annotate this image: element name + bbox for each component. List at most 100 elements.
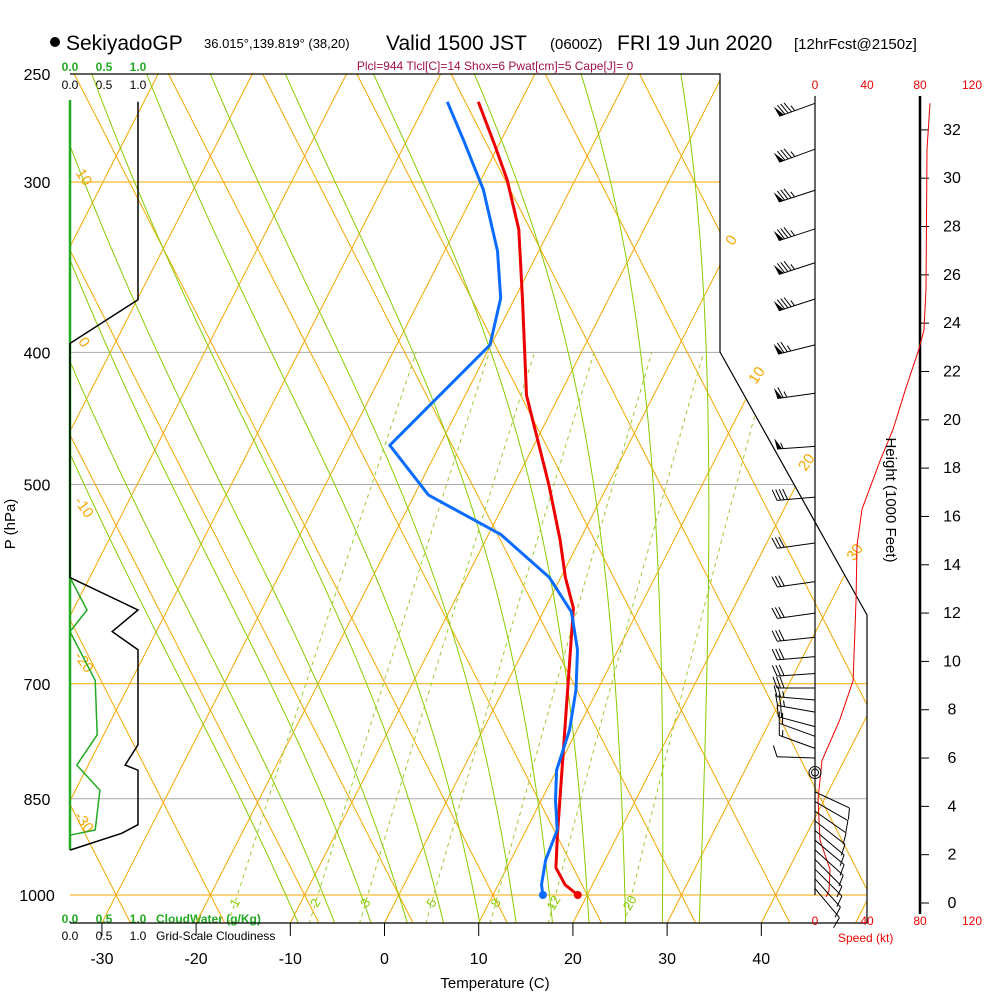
wind-barb	[771, 575, 816, 588]
temperature-tick-label: -30	[90, 951, 113, 968]
moist-adiabat-line	[146, 74, 481, 923]
moist-adiabat-line	[70, 74, 336, 923]
wind-barb	[771, 536, 816, 549]
pressure-tick-label: 250	[24, 67, 51, 84]
wind-barb-feather	[776, 263, 785, 273]
wind-barb-feather	[778, 664, 785, 676]
wind-barb-feather	[776, 190, 785, 201]
speed-tick-label: 80	[913, 914, 927, 928]
wind-barb	[771, 488, 816, 501]
wind-barb-half-feather	[783, 700, 785, 707]
mixing-ratio-line	[425, 352, 595, 923]
dry-adiabat-line	[70, 74, 320, 923]
calm-wind-icon	[811, 768, 819, 777]
temperature-tick-label: 10	[470, 951, 488, 968]
dry-adiabat-line	[639, 74, 867, 923]
speed-tick-label: 120	[962, 914, 982, 928]
wind-barb	[771, 664, 816, 677]
cw-tick: 0.0	[62, 60, 79, 74]
wind-barb-staff	[778, 298, 816, 312]
wind-barb-feather	[782, 488, 789, 500]
wind-barb-staff	[814, 810, 847, 834]
wind-barb-feather	[776, 229, 785, 240]
wind-barb-feather	[783, 227, 792, 237]
wind-barb-staff	[778, 189, 816, 203]
height-tick-label: 4	[948, 798, 957, 815]
wind-barb-feather	[847, 807, 850, 820]
height-tick-label: 22	[943, 363, 961, 380]
isotherm-line	[70, 74, 442, 923]
dry-adiabat-line	[922, 74, 1000, 923]
wind-barb-pennant	[774, 438, 783, 449]
height-tick-label: 6	[948, 750, 957, 767]
height-tick-label: 30	[943, 170, 961, 187]
pressure-tick-label: 400	[24, 345, 51, 362]
profiles	[69, 101, 582, 899]
valid-time: Valid 1500 JST	[386, 32, 527, 55]
wind-barb-staff	[814, 791, 850, 809]
wind-barb-feather	[778, 629, 785, 641]
temperature-surface-point	[573, 891, 582, 899]
isotherm-line	[855, 74, 867, 923]
wind-barb-feather	[780, 103, 789, 114]
wind-barb-feather	[842, 832, 847, 845]
height-tick-label: 16	[943, 508, 961, 525]
moist-adiabat-line	[580, 74, 664, 923]
isotherm-line	[478, 74, 867, 923]
wind-barb	[773, 685, 816, 701]
cloudiness-label: Grid-Scale Cloudiness	[156, 929, 275, 943]
wind-barb-half-feather	[790, 151, 796, 157]
isotherm-label: 0	[722, 232, 741, 249]
wind-barb	[773, 148, 816, 163]
wind-barb-staff	[814, 849, 844, 876]
height-tick-label: 10	[943, 653, 961, 670]
pressure-tick-label: 500	[24, 478, 51, 495]
wind-barb-feather	[774, 537, 782, 549]
wind-barb-feather	[778, 488, 785, 501]
wind-barb-feather	[836, 895, 843, 907]
cloudiness-scale-top: 0.0 0.5 1.0	[62, 78, 147, 92]
wind-barb-staff	[814, 878, 841, 908]
wind-barb-feather	[783, 148, 792, 159]
height-tick-label: 26	[943, 267, 961, 284]
wind-barb-feather	[780, 262, 789, 272]
speed-tick-label: 80	[913, 78, 927, 92]
theta-label: 0	[74, 334, 93, 351]
wind-barb-pennant	[773, 264, 784, 275]
dry-adiabat-line	[168, 74, 602, 923]
mixing-ratio-line	[624, 352, 773, 923]
cloudwater-label: CloudWater (g/Kg)	[156, 912, 261, 926]
wind-barb	[771, 629, 816, 642]
wind-barb-feather	[777, 685, 782, 698]
temperature-tick-label: 40	[752, 951, 770, 968]
isotherm-line	[666, 74, 867, 923]
wind-barb-staff	[777, 496, 816, 501]
wind-barb-staff	[814, 839, 845, 865]
isotherm-line	[101, 74, 536, 923]
wind-barb-feather	[773, 685, 778, 697]
temperature-tick-label: -10	[279, 951, 302, 968]
moist-adiabat-line	[70, 74, 409, 923]
cloud-tick: 0.0	[62, 78, 79, 92]
dry-adiabat-line	[544, 74, 867, 923]
temperature-tick-label: 30	[658, 951, 676, 968]
wind-barb-half-feather	[790, 105, 796, 111]
moist-adiabat-line	[209, 74, 517, 923]
cw-tick: 1.0	[130, 912, 147, 926]
isotherm-line	[384, 74, 818, 923]
mixing-ratio-label: 8	[487, 896, 504, 910]
cloudiness-scale-bottom: 0.0 0.5 1.0 Grid-Scale Cloudiness	[62, 929, 276, 943]
dewpoint-surface-point	[538, 891, 547, 899]
cw-tick: 1.0	[130, 60, 147, 74]
wind-barb-feather	[774, 575, 782, 587]
wind-barb-feather	[839, 854, 845, 867]
wind-barb-staff	[814, 888, 840, 918]
wind-barb-feather	[778, 648, 785, 660]
isotherm-line	[70, 74, 253, 923]
temperature-line	[476, 101, 579, 897]
wind-barb-feather	[775, 693, 779, 706]
dry-adiabat-line	[70, 74, 414, 923]
height-tick-label: 28	[943, 219, 961, 236]
pressure-tick-label: 300	[24, 175, 51, 192]
wind-barb-feather	[771, 649, 778, 661]
